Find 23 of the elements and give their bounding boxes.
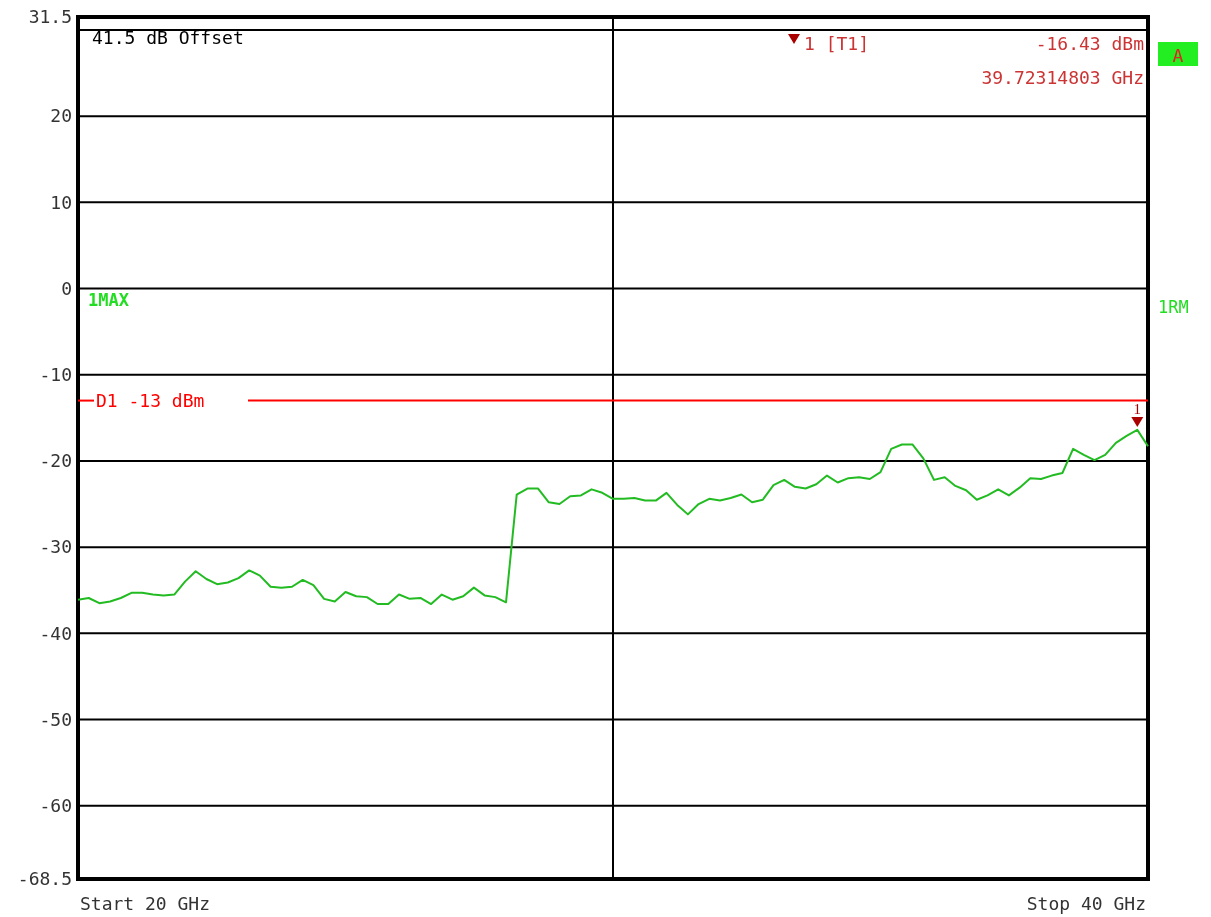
text: Start 20 GHz bbox=[80, 893, 211, 914]
annotation: 41.5 dB Offset bbox=[92, 27, 244, 48]
y-tick-label: -10 bbox=[39, 364, 72, 386]
text: 1RM bbox=[1158, 297, 1189, 317]
y-tick-label: 31.5 bbox=[28, 6, 72, 28]
y-tick-label: -20 bbox=[39, 450, 72, 472]
y-tick-label: 20 bbox=[50, 105, 72, 127]
annotation: -16.43 dBm bbox=[1035, 33, 1144, 54]
text: 1MAX bbox=[88, 289, 130, 310]
y-tick-label: -60 bbox=[39, 795, 72, 817]
annotation: 39.72314803 GHz bbox=[981, 67, 1144, 88]
annotation: 1 [T1] bbox=[804, 33, 870, 54]
annotation: 1 bbox=[1133, 400, 1142, 417]
y-tick-label: -50 bbox=[39, 708, 72, 730]
line-series bbox=[77, 428, 1149, 606]
ref-line-label: D1 -13 dBm bbox=[96, 389, 205, 411]
y-tick-label: -40 bbox=[39, 622, 72, 644]
y-tick-label: -30 bbox=[39, 536, 72, 558]
y-tick-label: -68.5 bbox=[17, 868, 72, 890]
y-tick-label: 0 bbox=[61, 277, 72, 299]
text: Stop 40 GHz bbox=[1026, 893, 1146, 914]
text: A bbox=[1172, 45, 1184, 66]
y-tick-label: 10 bbox=[50, 191, 72, 213]
